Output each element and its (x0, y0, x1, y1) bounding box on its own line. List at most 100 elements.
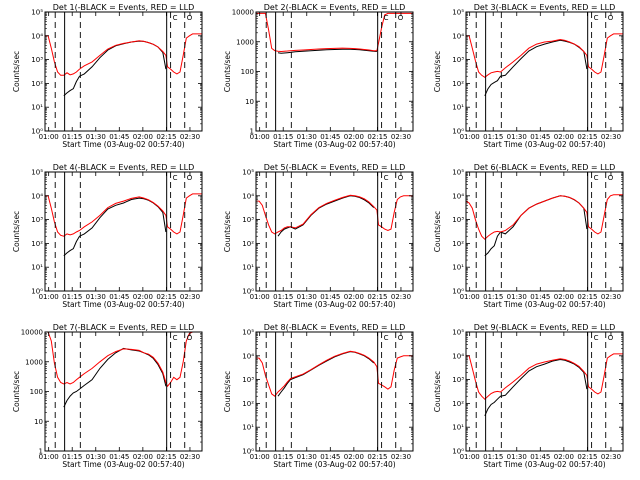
series-line-events (64, 348, 180, 407)
marker-label-c: C (384, 334, 389, 342)
y-tick-label: 10⁴ (31, 192, 43, 200)
x-tick-label: 02:00 (554, 453, 574, 461)
x-tick-label: 02:15 (367, 293, 387, 301)
x-tick-label: 02:15 (156, 133, 176, 141)
x-tick-label: 02:30 (180, 133, 200, 141)
y-axis-label: Counts/sec (12, 211, 21, 252)
y-axis-label: Counts/sec (223, 51, 232, 92)
x-axis-label: Start Time (03-Aug-02 00:57:40) (62, 460, 184, 469)
y-tick-label: 10 (34, 418, 43, 426)
y-axis-label: Counts/sec (12, 371, 21, 412)
y-tick-label: 10⁴ (31, 32, 43, 40)
y-tick-label: 10² (31, 240, 43, 248)
y-tick-label: 10⁴ (452, 192, 464, 200)
series-group (256, 12, 413, 54)
x-tick-label: 02:15 (577, 293, 597, 301)
plot-frame (44, 11, 203, 132)
x-tick-label: 01:30 (507, 293, 527, 301)
panel-title: Det 8(-BLACK = Events, RED = LLD (264, 323, 405, 332)
y-tick-label: 10¹ (452, 424, 464, 432)
panel-det-8: Det 8(-BLACK = Events, RED = LLD C O 10⁰ 10¹… (223, 323, 414, 469)
series-group (256, 194, 413, 237)
panel-det-1: Det 1(-BLACK = Events, RED = LLD C O 10⁰ 10¹… (12, 3, 203, 149)
x-tick-label: 01:15 (62, 133, 82, 141)
x-tick-label: 01:00 (39, 453, 59, 461)
y-tick-label: 10⁰ (31, 288, 43, 296)
plot-frame (465, 331, 624, 452)
x-tick-label: 01:30 (297, 133, 317, 141)
series-group (45, 193, 202, 256)
x-tick-label: 02:15 (156, 293, 176, 301)
marker-label-o: O (187, 334, 193, 342)
x-axis-label: Start Time (03-Aug-02 00:57:40) (62, 300, 184, 309)
x-tick-label: 01:00 (250, 453, 270, 461)
x-tick-label: 01:30 (297, 453, 317, 461)
x-tick-label: 02:15 (577, 133, 597, 141)
y-tick-label: 10⁵ (452, 169, 464, 177)
x-tick-label: 01:45 (530, 453, 550, 461)
series-line-events (277, 351, 375, 397)
y-tick-label: 10⁰ (242, 288, 254, 296)
x-tick-label: 01:15 (273, 133, 293, 141)
plot-frame (255, 171, 414, 292)
series-line-events (277, 48, 377, 54)
y-tick-label: 10 (245, 98, 254, 106)
x-tick-label: 01:15 (273, 293, 293, 301)
x-tick-label: 01:00 (250, 293, 270, 301)
x-tick-label: 02:30 (601, 453, 621, 461)
y-tick-label: 10¹ (452, 264, 464, 272)
y-tick-label: 10⁰ (31, 128, 43, 136)
marker-label-o: O (398, 174, 404, 182)
plot-frame (44, 171, 203, 292)
y-tick-label: 10¹ (452, 104, 464, 112)
y-tick-label: 1000 (25, 358, 43, 366)
x-tick-label: 02:00 (133, 293, 153, 301)
x-tick-label: 01:15 (483, 453, 503, 461)
y-tick-label: 10¹ (31, 104, 43, 112)
y-tick-label: 10² (452, 80, 464, 88)
y-axis-label: Counts/sec (223, 371, 232, 412)
x-tick-label: 02:30 (601, 133, 621, 141)
marker-label-o: O (187, 174, 193, 182)
x-tick-label: 01:45 (530, 293, 550, 301)
y-axis-label: Counts/sec (223, 211, 232, 252)
series-line-events (485, 360, 601, 416)
x-tick-label: 01:45 (320, 133, 340, 141)
y-tick-label: 10¹ (31, 264, 43, 272)
y-tick-label: 10² (242, 400, 254, 408)
y-axis-label: Counts/sec (12, 51, 21, 92)
y-tick-label: 10⁰ (452, 128, 464, 136)
y-tick-label: 10⁵ (242, 169, 254, 177)
y-tick-label: 10⁵ (242, 329, 254, 337)
panel-det-3: Det 3(-BLACK = Events, RED = LLD C O 10⁰ 10¹… (433, 3, 624, 149)
marker-label-o: O (398, 14, 404, 22)
y-tick-label: 10³ (31, 216, 43, 224)
panel-title: Det 3(-BLACK = Events, RED = LLD (474, 3, 615, 12)
y-tick-label: 1 (250, 128, 254, 136)
series-group (466, 33, 623, 96)
marker-label-c: C (594, 334, 599, 342)
series-group (45, 33, 202, 96)
x-tick-label: 02:15 (577, 453, 597, 461)
x-tick-label: 01:00 (39, 293, 59, 301)
x-axis-label: Start Time (03-Aug-02 00:57:40) (62, 140, 184, 149)
x-tick-label: 02:00 (344, 133, 364, 141)
panel-det-9: Det 9(-BLACK = Events, RED = LLD C O 10⁰ 10¹… (433, 323, 624, 469)
panel-title: Det 7(-BLACK = Events, RED = LLD (53, 323, 194, 332)
x-tick-label: 01:15 (62, 453, 82, 461)
x-axis-label: Start Time (03-Aug-02 00:57:40) (273, 460, 395, 469)
panel-title: Det 9(-BLACK = Events, RED = LLD (474, 323, 615, 332)
x-tick-label: 02:30 (391, 453, 411, 461)
panel-title: Det 5(-BLACK = Events, RED = LLD (264, 163, 405, 172)
marker-label-o: O (187, 14, 193, 22)
panel-det-5: Det 5(-BLACK = Events, RED = LLD C O 10⁰ 10¹… (223, 163, 414, 309)
y-tick-label: 10³ (31, 56, 43, 64)
series-group (256, 350, 413, 397)
series-line-lld (256, 350, 413, 397)
series-line-events (64, 198, 180, 256)
y-tick-label: 10² (242, 240, 254, 248)
y-tick-label: 100 (241, 68, 254, 76)
y-tick-label: 10⁵ (31, 169, 43, 177)
x-axis-label: Start Time (03-Aug-02 00:57:40) (483, 300, 605, 309)
